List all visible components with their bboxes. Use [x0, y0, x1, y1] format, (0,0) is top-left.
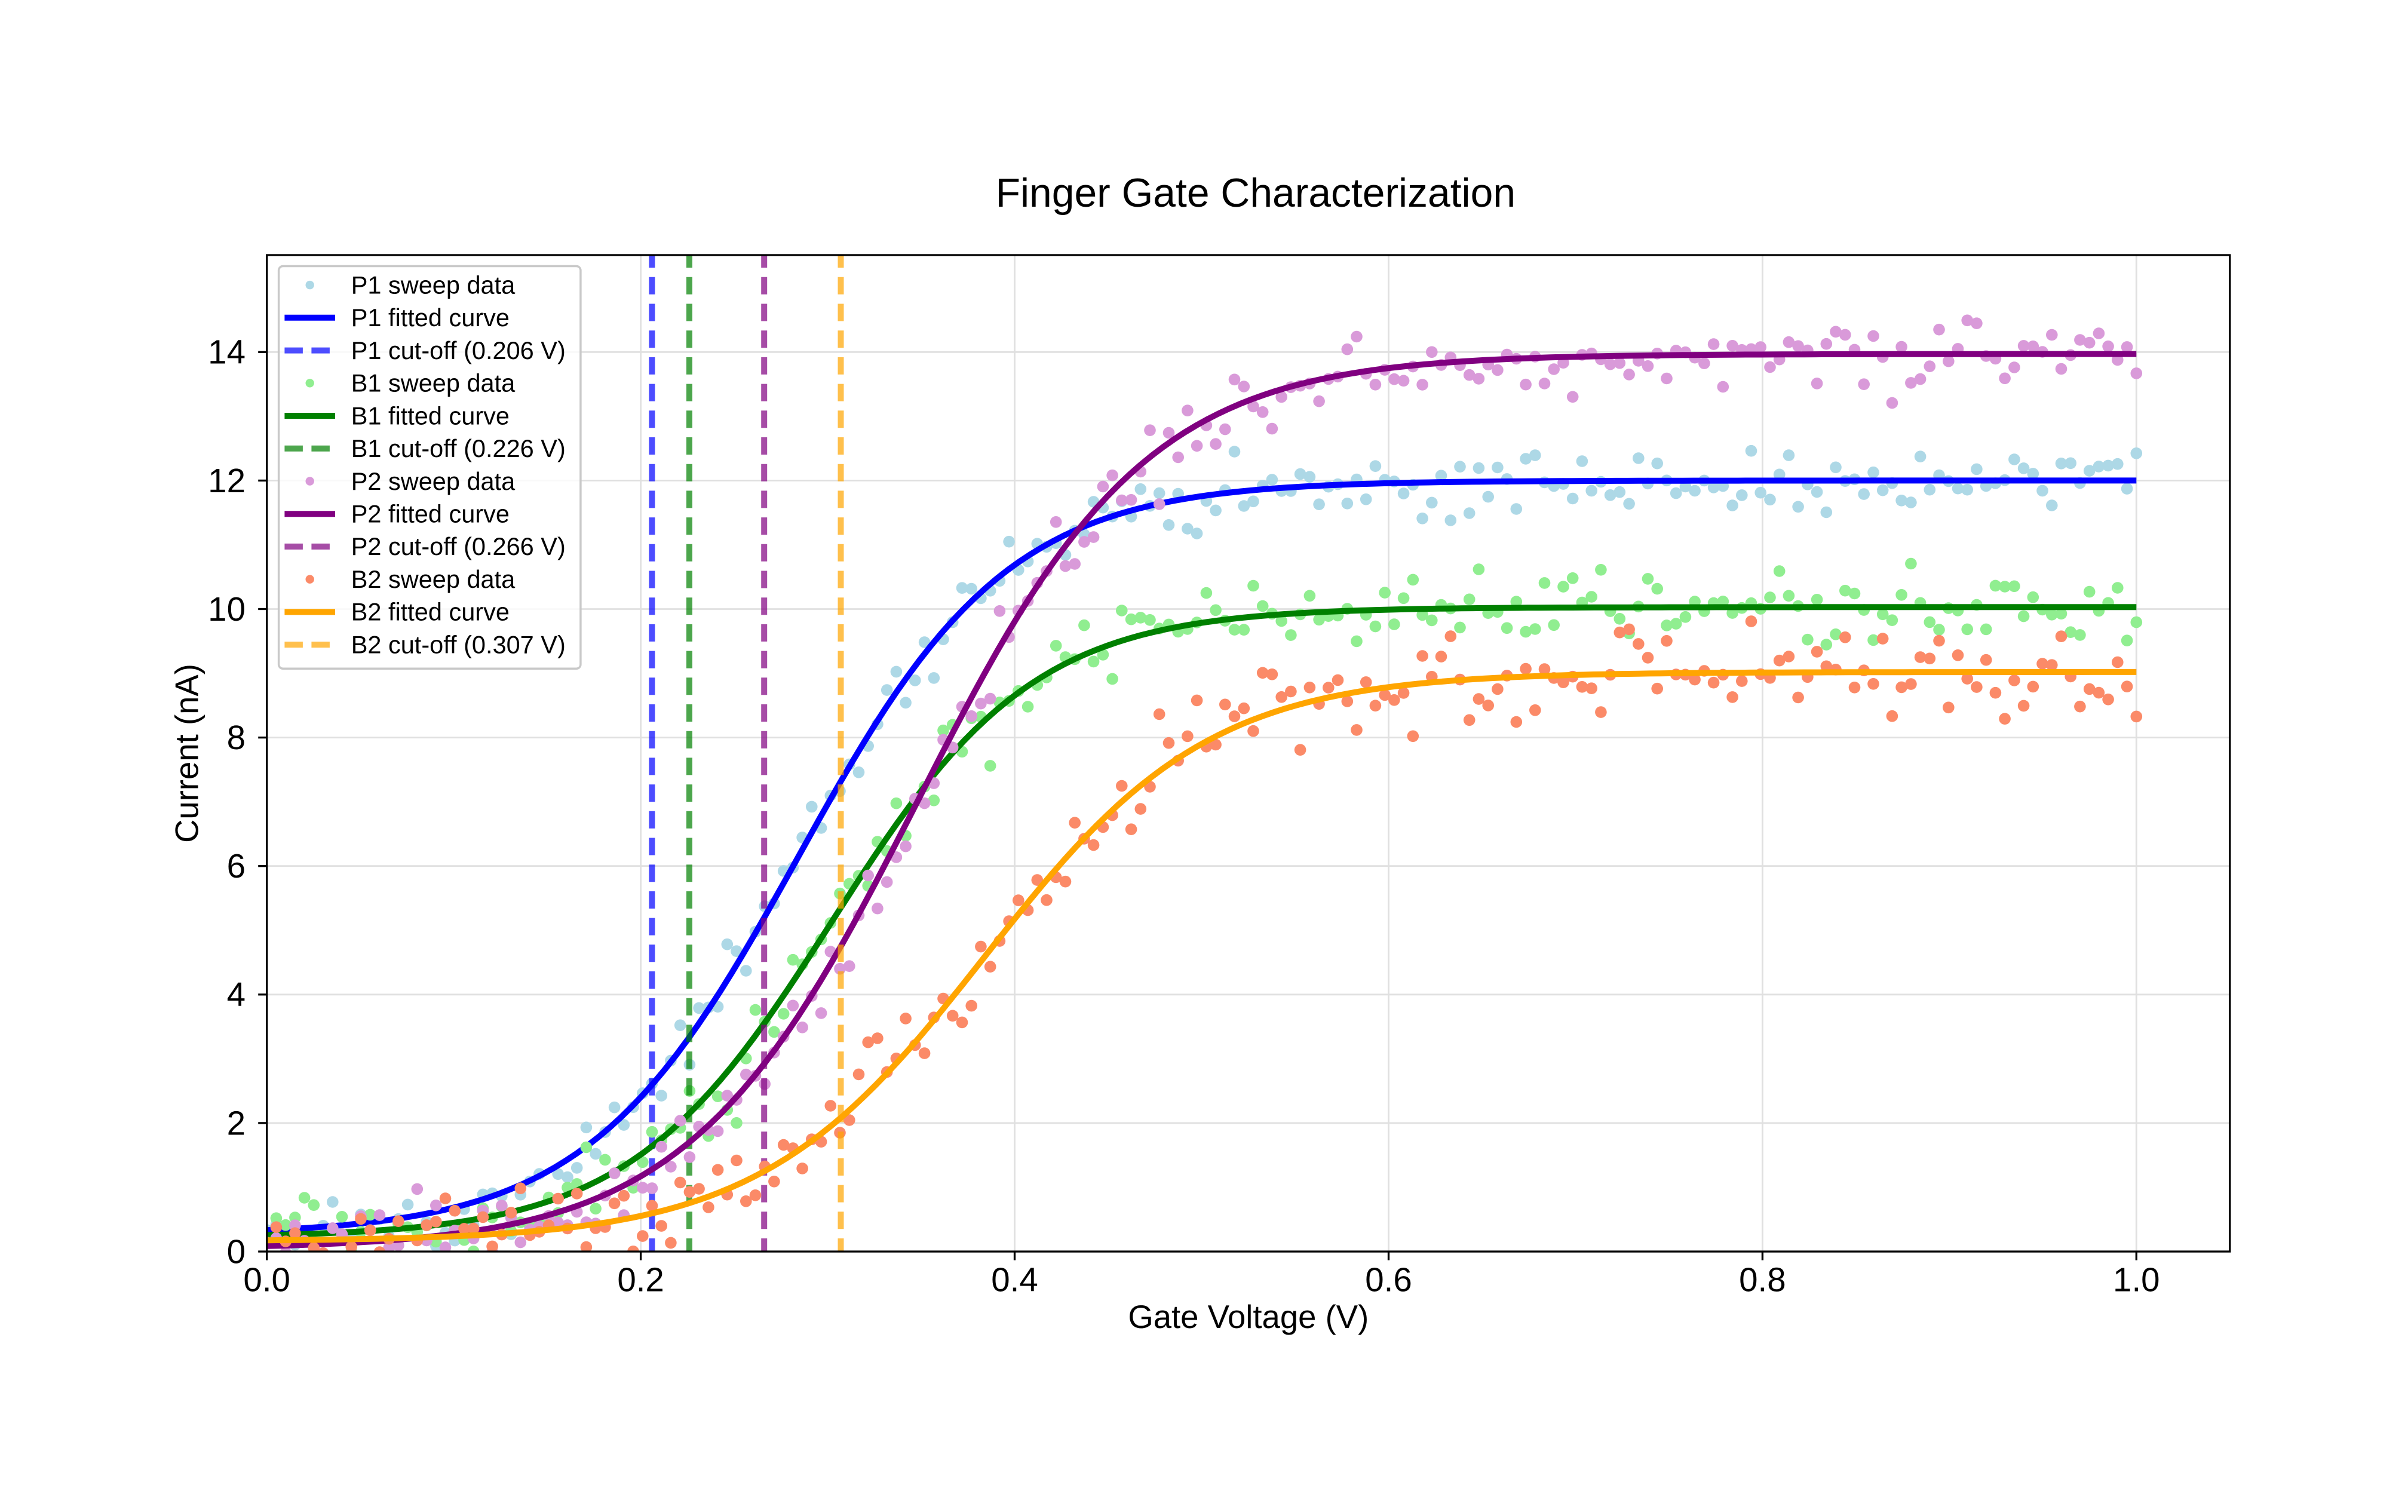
- svg-text:P2 cut-off (0.266 V): P2 cut-off (0.266 V): [351, 532, 566, 560]
- svg-text:0.6: 0.6: [1365, 1261, 1412, 1299]
- svg-text:P1 cut-off (0.206 V): P1 cut-off (0.206 V): [351, 336, 566, 364]
- svg-text:B1 sweep data: B1 sweep data: [351, 369, 516, 397]
- svg-text:B1 cut-off (0.226 V): B1 cut-off (0.226 V): [351, 434, 566, 462]
- svg-text:P1 fitted curve: P1 fitted curve: [351, 303, 510, 332]
- svg-text:0.0: 0.0: [243, 1261, 290, 1299]
- svg-text:B2 cut-off (0.307 V): B2 cut-off (0.307 V): [351, 630, 566, 658]
- svg-text:P2 fitted curve: P2 fitted curve: [351, 500, 510, 528]
- svg-text:0.8: 0.8: [1739, 1261, 1786, 1299]
- svg-text:14: 14: [208, 333, 246, 371]
- svg-text:1.0: 1.0: [2113, 1261, 2160, 1299]
- svg-text:4: 4: [227, 976, 246, 1013]
- svg-text:Finger Gate Characterization: Finger Gate Characterization: [996, 171, 1516, 216]
- svg-text:P2 sweep data: P2 sweep data: [351, 467, 516, 495]
- svg-text:10: 10: [208, 590, 246, 628]
- svg-text:0: 0: [227, 1232, 246, 1270]
- svg-text:6: 6: [227, 847, 246, 885]
- svg-text:Current (nA): Current (nA): [169, 664, 205, 843]
- svg-text:B2 fitted curve: B2 fitted curve: [351, 598, 510, 626]
- svg-text:0.4: 0.4: [991, 1261, 1038, 1299]
- svg-text:Gate Voltage (V): Gate Voltage (V): [1128, 1299, 1369, 1335]
- svg-text:B1 fitted curve: B1 fitted curve: [351, 401, 510, 430]
- svg-text:0.2: 0.2: [617, 1261, 664, 1299]
- svg-text:B2 sweep data: B2 sweep data: [351, 565, 516, 593]
- svg-text:8: 8: [227, 719, 246, 756]
- svg-text:12: 12: [208, 462, 246, 499]
- svg-text:2: 2: [227, 1104, 246, 1142]
- svg-text:P1 sweep data: P1 sweep data: [351, 271, 516, 299]
